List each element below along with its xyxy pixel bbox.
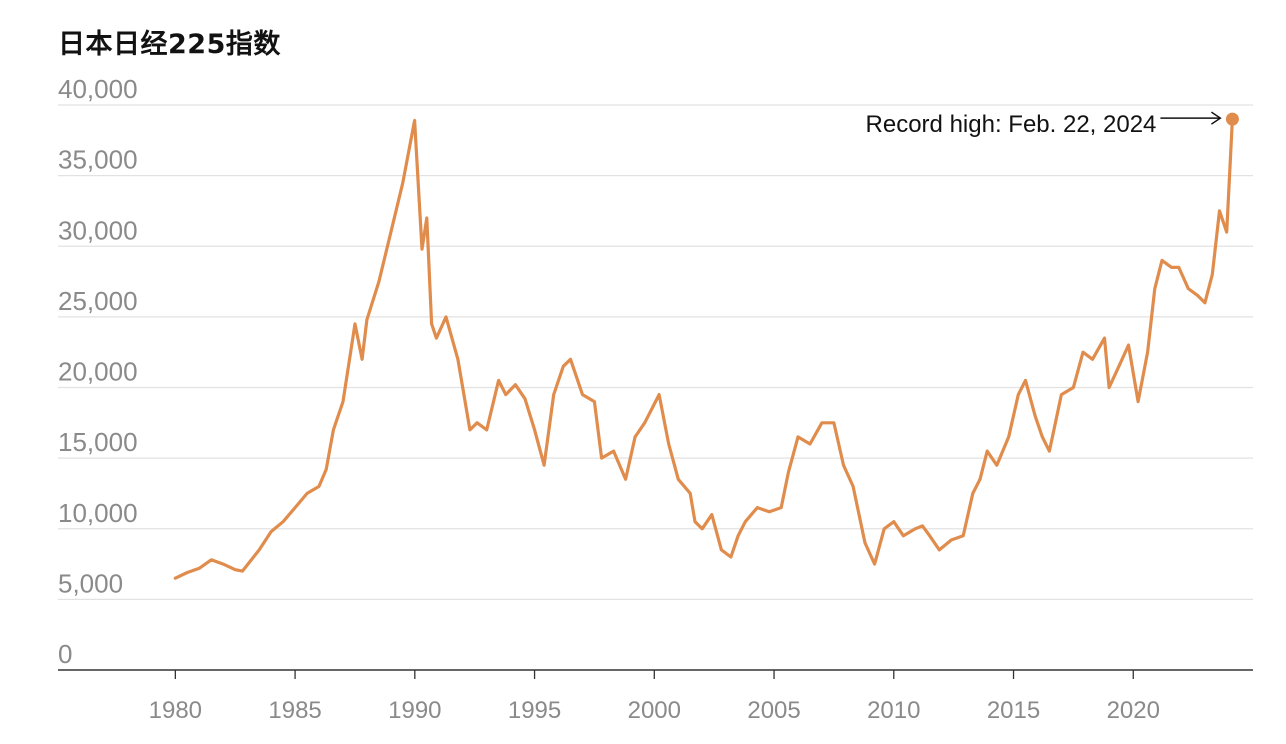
x-tick-label: 1995	[508, 697, 561, 724]
annotation-layer: Record high: Feb. 22, 2024	[866, 111, 1239, 138]
gridlines	[58, 104, 1253, 601]
y-tick-label: 0	[58, 639, 72, 669]
x-tick-label: 1985	[268, 697, 321, 724]
x-tick-label: 1990	[388, 697, 441, 724]
x-tick-label: 2005	[747, 697, 800, 724]
y-tick-label: 5,000	[58, 568, 123, 598]
y-axis-ticks: 0 5,000 10,000 15,000 20,000 25,000 30,000 35,0…	[58, 74, 138, 669]
record-high-marker	[1225, 112, 1239, 126]
y-tick-label: 40,000	[58, 74, 138, 104]
series-layer	[173, 117, 1235, 580]
x-tick-label: 2000	[628, 697, 681, 724]
chart-title: 日本日经225指数	[58, 29, 281, 60]
y-tick-label: 35,000	[58, 145, 138, 175]
series-line	[173, 117, 1235, 580]
record-high-label: Record high: Feb. 22, 2024	[866, 111, 1157, 138]
x-tick-label: 2015	[987, 697, 1040, 724]
x-tick-label: 1980	[149, 697, 202, 724]
y-tick-label: 15,000	[58, 427, 138, 457]
x-axis: 1980 1985 1990 1995 2000 2005 2010 2015 2020	[58, 669, 1253, 724]
x-tick-label: 2020	[1107, 697, 1160, 724]
y-tick-label: 25,000	[58, 286, 138, 316]
y-tick-label: 20,000	[58, 357, 138, 387]
x-tick-label: 2010	[867, 697, 920, 724]
annotation-arrowhead	[1211, 111, 1222, 125]
y-tick-label: 10,000	[58, 498, 138, 528]
y-tick-label: 30,000	[58, 215, 138, 245]
